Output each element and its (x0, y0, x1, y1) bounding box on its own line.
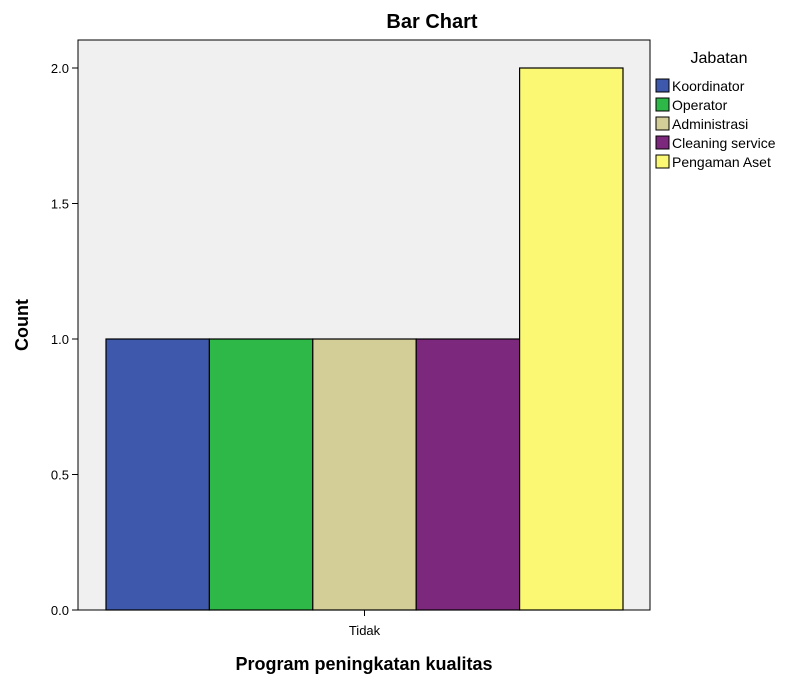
legend-label: Administrasi (672, 116, 748, 132)
legend-title: Jabatan (691, 50, 748, 67)
y-tick-label: 0.0 (51, 603, 69, 618)
bar-cleaning-service (415, 338, 521, 611)
y-axis-title: Count (12, 299, 32, 351)
legend-label: Pengaman Aset (672, 154, 771, 170)
y-tick-label: 2.0 (51, 61, 69, 76)
y-tick-label: 1.0 (51, 332, 69, 347)
legend-swatch (655, 135, 670, 150)
x-axis: Tidak (349, 610, 381, 638)
bar-administrasi (312, 338, 417, 611)
legend: Jabatan Koordinator Operator Administrasi C… (655, 50, 776, 170)
legend-swatch (655, 78, 670, 93)
legend-label: Koordinator (672, 78, 745, 94)
bar-operator (208, 338, 314, 611)
legend-label: Cleaning service (672, 135, 776, 151)
chart-title: Bar Chart (386, 11, 477, 33)
bar-koordinator (105, 338, 211, 611)
legend-swatch (655, 116, 670, 131)
legend-swatch (655, 154, 670, 169)
x-axis-title: Program peningkatan kualitas (235, 654, 492, 674)
bar-pengaman-aset (518, 67, 624, 611)
legend-label: Operator (672, 97, 728, 113)
y-tick-label: 1.5 (51, 197, 69, 212)
y-tick-label: 0.5 (51, 468, 69, 483)
bars-group (105, 67, 624, 611)
legend-swatch (655, 97, 670, 112)
y-axis: 0.0 0.5 1.0 1.5 2.0 (51, 61, 78, 618)
x-tick-label: Tidak (349, 623, 381, 638)
